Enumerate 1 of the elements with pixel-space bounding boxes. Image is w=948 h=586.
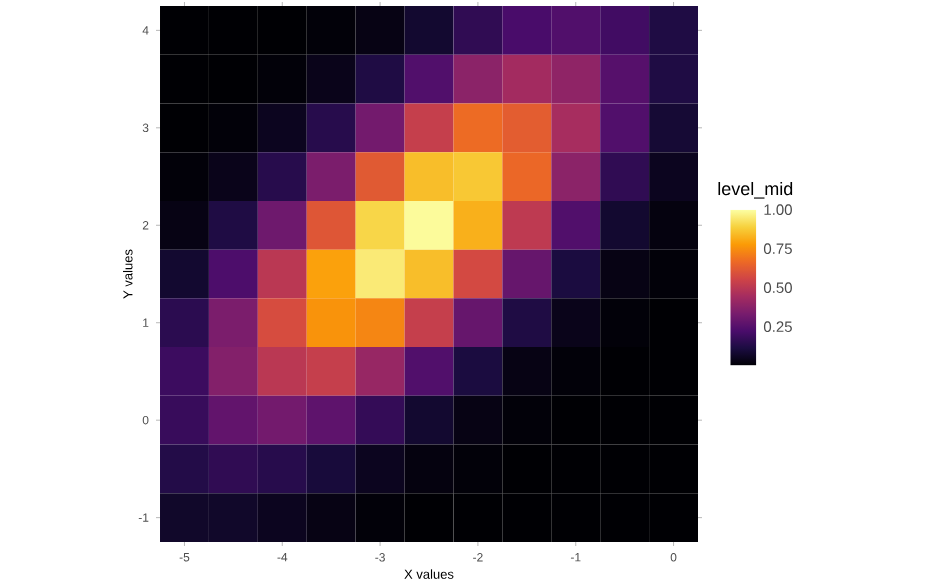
color-bar-title: level_mid [718, 182, 793, 199]
